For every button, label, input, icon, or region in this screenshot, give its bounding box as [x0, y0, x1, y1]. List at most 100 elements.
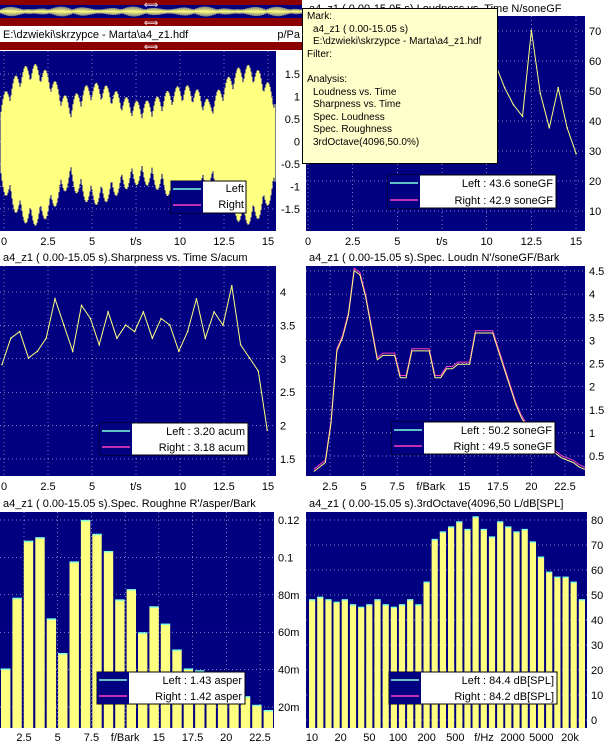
data-point [204, 337, 207, 340]
data-point [503, 86, 506, 89]
roughness-bar [103, 551, 114, 728]
data-point [248, 357, 251, 359]
data-point [575, 152, 577, 155]
x-tick-label: 17.5 [182, 732, 203, 744]
overview-top-bar[interactable] [0, 0, 302, 5]
y-tick-label: 2.5 [280, 387, 295, 399]
sharpness-grid [0, 266, 276, 476]
x-tick-label: 2000 [500, 732, 524, 744]
data-point [178, 350, 180, 353]
data-point [1, 363, 3, 366]
spec-roughness-panel: a4_z1 ( 0.00-15.05 s).Spec. Roughne R'/a… [0, 498, 299, 744]
y-tick-label: 0.5 [285, 114, 300, 126]
y-tick-label: 40m [278, 665, 299, 677]
x-tick-label: 5 [89, 236, 95, 248]
data-point [521, 115, 524, 118]
tooltip-line: Loudness vs. Time [313, 86, 397, 98]
octave-bar [497, 522, 504, 728]
x-tick-label: 20 [525, 481, 537, 493]
sharpness-legend: Left : 3.20 acum Right : 3.18 acum [99, 422, 249, 456]
x-tick-label: 15 [153, 732, 165, 744]
sharpness-panel: a4_z1 ( 0.00-15.05 s).Sharpness vs. Time… [0, 252, 295, 493]
y-tick-label: 0.5 [589, 451, 604, 463]
y-tick-label: 1.5 [589, 405, 604, 417]
data-point [63, 324, 65, 326]
x-tick-label: f/Bark [416, 481, 445, 493]
waveform-legend-left: Left [226, 183, 244, 195]
third-octave-legend-swatch-bg [389, 672, 421, 704]
octave-bar [480, 529, 487, 728]
y-tick-label: 2.5 [589, 359, 604, 371]
waveform-y-axis: 1.5 1 0.5 0 -0.5 -1 -1.5 [281, 69, 300, 216]
data-point [213, 311, 215, 313]
waveform-scrollbar[interactable] [0, 42, 302, 50]
spec-loudness-title: a4_z1 ( 0.00-15.05 s).Spec. Loudn N'/son… [309, 252, 560, 264]
data-point [530, 29, 533, 32]
overview-scroll-arrow-icon-lower[interactable]: ⟺ [144, 18, 158, 29]
overview-bottom-bar[interactable] [0, 18, 302, 26]
data-point [186, 330, 189, 333]
third-octave-x-axis: 10 20 50 100 200 500 f/Hz 2000 5000 20k [306, 732, 579, 744]
y-tick-label: 40 [591, 615, 603, 627]
x-tick-label: 2.5 [40, 481, 55, 493]
x-tick-label: 2.5 [16, 732, 31, 744]
spec-loudness-legend: Left : 50.2 soneGF Right : 49.5 soneGF [391, 421, 556, 455]
y-tick-label: 4 [589, 289, 595, 301]
waveform-legend: Left Right [170, 180, 247, 214]
octave-bar [423, 582, 430, 728]
x-tick-label: 15 [570, 236, 582, 248]
x-tick-label: 0 [1, 236, 7, 248]
x-tick-label: f/Hz [474, 732, 494, 744]
file-path: E:\dzwieki\skrzypce - Marta\a4_z1.hdf [3, 29, 189, 41]
x-tick-label: 100 [389, 732, 407, 744]
y-tick-label: 4 [280, 287, 286, 299]
roughness-bar [229, 690, 239, 728]
data-point [151, 337, 154, 340]
spec-loudness-legend-right: Right : 49.5 soneGF [454, 441, 553, 453]
data-point [222, 324, 224, 326]
overview-scroll-arrow-icon[interactable]: ⟺ [144, 0, 158, 11]
x-tick-label: 10 [174, 481, 186, 493]
octave-bar [578, 599, 585, 728]
y-tick-label: 50 [591, 590, 603, 602]
x-tick-label: 5 [89, 481, 95, 493]
data-point [133, 330, 136, 333]
x-tick-label: 15 [262, 236, 274, 248]
data-point [266, 429, 269, 431]
y-tick-label: -0.5 [281, 159, 300, 171]
roughness-bar [69, 562, 79, 728]
octave-bar [562, 577, 569, 728]
y-tick-label: -1 [290, 182, 300, 194]
data-point [54, 298, 56, 300]
data-point [124, 324, 127, 326]
tooltip-line: Mark: [307, 11, 332, 22]
data-point [257, 370, 260, 372]
octave-bar [325, 599, 332, 728]
octave-bar [505, 527, 512, 728]
x-tick-label: 22.5 [554, 481, 575, 493]
roughness-bar [115, 600, 125, 728]
y-tick-label: -1.5 [281, 204, 300, 216]
data-point [80, 304, 83, 307]
x-tick-label: 5 [55, 732, 61, 744]
octave-bar [415, 604, 422, 728]
overview-waveform [0, 6, 304, 17]
spec-roughness-y-axis: 0.12 0.1 80m 60m 40m 20m [278, 515, 299, 714]
y-tick-label: 20 [591, 665, 603, 677]
y-tick-label: 4.5 [589, 266, 604, 278]
spec-loudness-grid [306, 266, 585, 476]
sharpness-title: a4_z1 ( 0.00-15.05 s).Sharpness vs. Time… [3, 252, 248, 264]
data-point [231, 284, 233, 287]
waveform-scroll-arrow-icon[interactable]: ⟺ [144, 42, 158, 53]
tooltip-line [307, 61, 493, 74]
x-tick-label: 20 [335, 732, 347, 744]
x-tick-label: 12.5 [213, 481, 234, 493]
waveform-panel: 1.5 1 0.5 0 -0.5 -1 -1.5 0 2.5 5 t/s 10 12.5 15 Left… [0, 51, 300, 248]
tooltip-line: Spec. Roughness [313, 124, 392, 136]
data-point [107, 311, 109, 313]
data-point [89, 317, 92, 320]
x-tick-label: 2.5 [40, 236, 55, 248]
octave-bar [472, 517, 479, 728]
y-tick-label: 60m [278, 627, 299, 639]
tooltip-line: E:\dzwieki\skrzypce - Marta\a4_z1.hdf [313, 36, 482, 48]
